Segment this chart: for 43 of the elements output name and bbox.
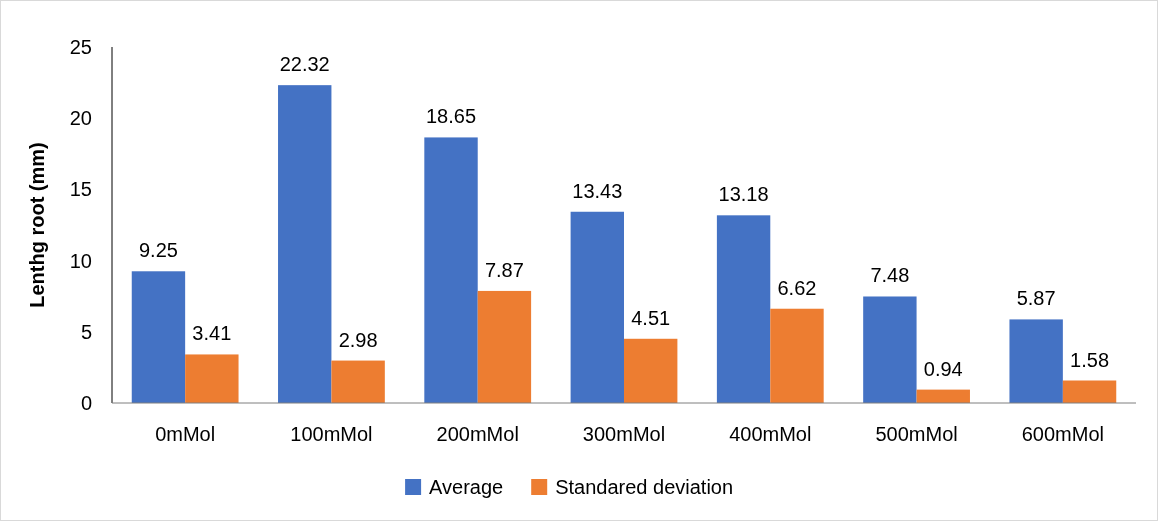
data-label: 13.18 bbox=[718, 183, 769, 206]
y-tick-label: 15 bbox=[69, 178, 92, 201]
x-tick-label: 500mMol bbox=[875, 423, 958, 445]
bar bbox=[131, 271, 186, 403]
data-label: 5.87 bbox=[1016, 287, 1056, 310]
x-tick-label: 600mMol bbox=[1021, 423, 1104, 445]
bar bbox=[770, 308, 824, 403]
bar bbox=[331, 360, 385, 403]
bar bbox=[278, 85, 332, 403]
y-axis-title: Lenthg root (mm) bbox=[26, 142, 48, 308]
y-tick-label: 25 bbox=[69, 36, 92, 58]
bar bbox=[863, 296, 917, 403]
legend-label: Standared deviation bbox=[555, 476, 734, 498]
data-label: 6.62 bbox=[777, 276, 817, 299]
data-label: 3.41 bbox=[192, 322, 232, 345]
data-label: 9.25 bbox=[138, 239, 178, 262]
bar bbox=[716, 215, 771, 403]
bar bbox=[1009, 319, 1063, 403]
y-tick-label: 10 bbox=[69, 249, 92, 272]
y-tick-label: 5 bbox=[80, 320, 92, 343]
x-tick-label: 400mMol bbox=[729, 423, 812, 445]
x-tick-label: 300mMol bbox=[582, 423, 666, 445]
data-label: 1.58 bbox=[1070, 348, 1110, 371]
data-label: 18.65 bbox=[425, 105, 477, 128]
y-tick-label: 20 bbox=[69, 107, 92, 130]
data-label: 2.98 bbox=[338, 328, 378, 351]
data-label: 4.51 bbox=[631, 306, 671, 329]
x-tick-label: 100mMol bbox=[290, 423, 373, 445]
bar bbox=[477, 290, 532, 403]
data-label: 13.43 bbox=[572, 179, 623, 202]
bar bbox=[185, 354, 239, 403]
bar bbox=[570, 211, 624, 403]
data-label: 7.48 bbox=[870, 264, 910, 287]
data-label: 22.32 bbox=[279, 53, 330, 76]
bar bbox=[1062, 380, 1117, 403]
bar bbox=[624, 338, 678, 403]
x-tick-label: 0mMol bbox=[155, 423, 216, 445]
x-tick-label: 200mMol bbox=[436, 423, 519, 445]
legend-label: Average bbox=[429, 476, 504, 498]
data-label: 7.87 bbox=[484, 258, 524, 281]
y-tick-label: 0 bbox=[80, 392, 92, 414]
data-label: 0.94 bbox=[923, 357, 963, 380]
bar bbox=[424, 137, 478, 403]
